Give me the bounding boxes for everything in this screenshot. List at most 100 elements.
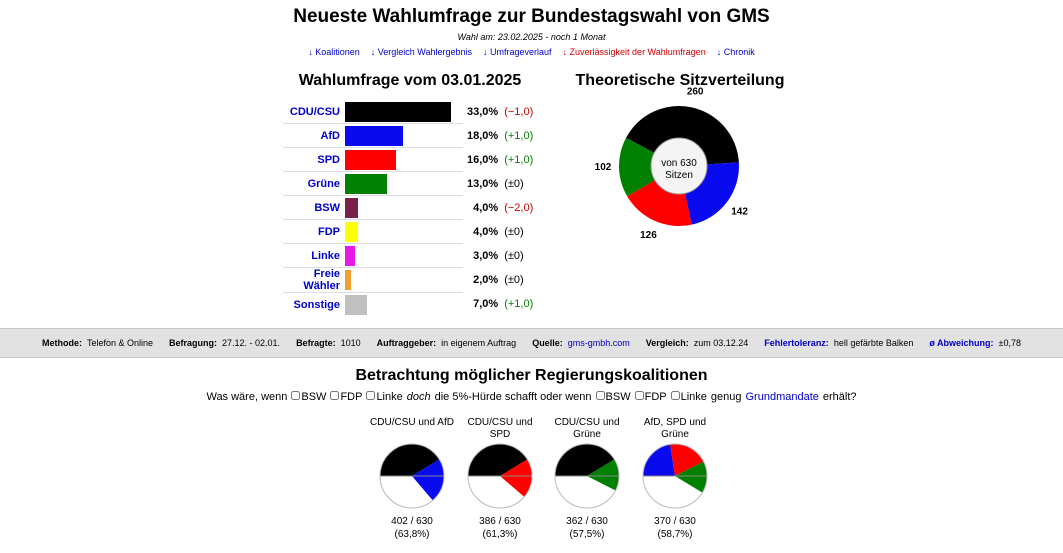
seat-label: 126 xyxy=(640,230,657,241)
bar-cell xyxy=(345,171,463,196)
party-name[interactable]: CDU/CSU xyxy=(283,100,345,124)
method-label: Fehlertoleranz: xyxy=(764,338,829,348)
value-label: 4,0% xyxy=(473,225,499,238)
change-label: (−1,0) xyxy=(504,105,534,118)
party-name[interactable]: FDP xyxy=(283,219,345,244)
checkbox-option[interactable]: BSW xyxy=(291,391,326,403)
party-row: AfD 18,0% (+1,0) xyxy=(283,123,534,148)
method-value: 1010 xyxy=(340,338,361,348)
pie-slice xyxy=(675,461,707,493)
party-row: CDU/CSU 33,0% (−1,0) xyxy=(283,100,533,124)
party-name[interactable]: Grüne xyxy=(283,171,345,196)
checkbox[interactable] xyxy=(291,391,301,400)
nav-link[interactable]: ↓ Chronik xyxy=(716,47,755,57)
checkbox[interactable] xyxy=(595,391,605,400)
coalition-labels: 370 / 630 (58,7%) xyxy=(633,515,717,541)
coalition-name: AfD, SPD und Grüne xyxy=(643,417,707,440)
pie-border xyxy=(379,443,445,509)
value-label: 3,0% xyxy=(473,249,499,262)
method-label: Quelle: xyxy=(532,338,563,348)
pie-slice xyxy=(468,444,528,476)
change-label: (+1,0) xyxy=(504,298,534,311)
poll-title: Wahlumfrage vom 03.01.2025 xyxy=(298,72,522,89)
method-item: Methode: Telefon & Online xyxy=(42,338,153,348)
bar-cell xyxy=(345,293,463,317)
checkbox-label: BSW xyxy=(301,391,327,403)
share-label: (58,7%) xyxy=(657,529,693,540)
bar xyxy=(345,149,397,170)
seats-label: 402 / 630 xyxy=(391,516,433,527)
method-value: in eigenem Auftrag xyxy=(441,338,517,348)
seats-label: 362 / 630 xyxy=(566,516,608,527)
party-name[interactable]: Sonstige xyxy=(293,298,340,311)
party-row: BSW 4,0% (−2,0) xyxy=(283,195,534,220)
checkbox[interactable] xyxy=(366,391,376,400)
checkbox-option[interactable]: FDP xyxy=(330,391,362,403)
donut-hole xyxy=(650,137,708,195)
method-label: ø Abweichung: xyxy=(929,338,994,348)
checkbox-option[interactable]: BSW xyxy=(595,391,631,403)
method-item: Quelle: gms-gmbh.com xyxy=(532,338,630,348)
nav-link[interactable]: ↓ Umfrageverlauf xyxy=(483,47,552,57)
checkbox[interactable] xyxy=(330,391,340,400)
method-value: zum 03.12.24 xyxy=(693,338,749,348)
share-label: (61,3%) xyxy=(482,529,518,540)
party-name[interactable]: Freie Wähler xyxy=(283,267,345,293)
checkbox-label: BSW xyxy=(605,391,631,403)
bar-cell xyxy=(345,100,463,124)
change-label: (±0) xyxy=(504,225,524,238)
party-name[interactable]: AfD xyxy=(283,123,345,148)
pie-slice xyxy=(587,459,619,491)
party-name[interactable]: SPD xyxy=(283,147,345,172)
seats-label: 370 / 630 xyxy=(654,516,696,527)
value-label: 16,0% xyxy=(467,153,499,166)
nav-link[interactable]: ↓ Vergleich Wahlergebnis xyxy=(370,47,472,57)
share-label: (63,8%) xyxy=(394,529,430,540)
pie-slice xyxy=(555,444,615,476)
method-item: Auftraggeber: in eigenem Auftrag xyxy=(377,338,517,348)
method-value: 27.12. - 02.01. xyxy=(222,338,281,348)
nav-link[interactable]: ↓ Zuverlässigkeit der Wahlumfragen xyxy=(562,47,706,57)
value-label: 2,0% xyxy=(473,274,499,286)
change-label: (±0) xyxy=(504,177,524,190)
pie-slice xyxy=(500,459,532,497)
method-value: ±0,78 xyxy=(998,338,1022,348)
party-row: FDP 4,0% (±0) xyxy=(283,219,533,244)
party-row: SPD 16,0% (+1,0) xyxy=(283,147,533,172)
bar xyxy=(345,245,355,266)
seat-sector xyxy=(626,106,739,165)
change-label: (−2,0) xyxy=(504,201,534,214)
coalition-name: CDU/CSU und SPD xyxy=(467,417,533,440)
method-item: ø Abweichung: ±0,78 xyxy=(929,338,1021,348)
seat-label: 142 xyxy=(731,207,748,218)
bar xyxy=(345,101,451,122)
party-name[interactable]: Linke xyxy=(283,243,345,268)
seat-label: 102 xyxy=(595,162,612,173)
checkbox-option[interactable]: FDP xyxy=(634,391,667,403)
change-label: (+1,0) xyxy=(504,129,534,142)
method-label: Auftraggeber: xyxy=(376,338,437,348)
bar xyxy=(345,221,358,242)
method-value: Telefon & Online xyxy=(86,338,154,348)
method-item: Befragte: 1010 xyxy=(296,338,361,348)
pie-border xyxy=(467,443,533,509)
subtitle: Wahl am: 23.02.2025 - noch 1 Monat xyxy=(457,32,606,42)
checkbox-option[interactable]: Linke xyxy=(670,391,707,403)
coalition-labels: 362 / 630 (57,5%) xyxy=(545,515,629,541)
link[interactable]: Grundmandate xyxy=(745,391,819,403)
bar xyxy=(345,197,358,218)
party-row: Freie Wähler 2,0% (±0) xyxy=(283,267,533,293)
seat-sector xyxy=(627,180,692,226)
nav-links: ↓ Koalitionen ↓ Vergleich Wahlergebnis ↓ U… xyxy=(0,47,1063,57)
checkbox-option[interactable]: Linke xyxy=(366,391,403,403)
nav-link[interactable]: ↓ Koalitionen xyxy=(308,47,360,57)
party-name[interactable]: BSW xyxy=(283,195,345,220)
checkbox-label: FDP xyxy=(644,391,667,403)
checkbox[interactable] xyxy=(634,391,644,400)
value-label: 4,0% xyxy=(473,201,499,214)
checkbox[interactable] xyxy=(670,391,680,400)
question-text: erhält? xyxy=(822,391,857,403)
question-text: genug xyxy=(710,391,742,403)
